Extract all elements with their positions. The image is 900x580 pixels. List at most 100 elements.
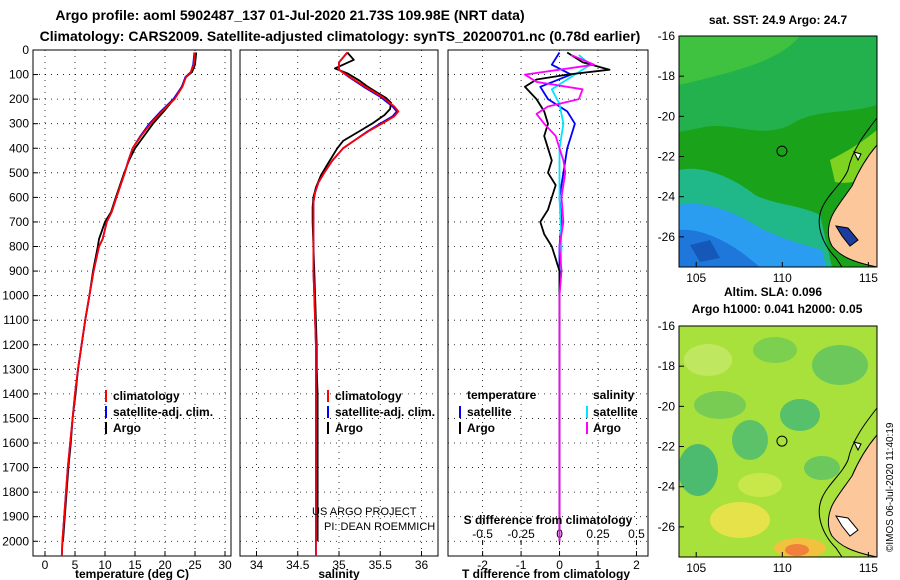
legend-argo-label: Argo xyxy=(335,421,363,435)
salinity-panel: 34 34.5 35 35.5 36 climatology satellite-adj… xyxy=(239,49,439,580)
map-x-tick-label: 110 xyxy=(773,271,792,285)
x-tick-label: 36 xyxy=(415,558,429,572)
x-tick-label: 34.5 xyxy=(286,558,310,572)
legend-salinity-heading: salinity xyxy=(593,388,635,402)
y-tick-label: 1900 xyxy=(2,510,29,524)
salinity-xlabel: salinity xyxy=(318,567,360,580)
map-y-tick-label: -24 xyxy=(658,480,676,494)
legend-argo-label: Argo xyxy=(113,421,141,435)
y-tick-label: 400 xyxy=(9,141,29,155)
map-x-tick-label: 115 xyxy=(859,561,878,575)
legend-temperature-heading: temperature xyxy=(467,388,537,402)
map-y-tick-label: -16 xyxy=(658,29,676,43)
legend-t-argo-label: Argo xyxy=(467,421,495,435)
x-tick-label: 1 xyxy=(595,558,602,572)
s-tick-label: -0.25 xyxy=(507,527,535,541)
imos-watermark: ©IMOS 06-Jul-2020 11:40:19 xyxy=(885,422,896,552)
sst-map-title: sat. SST: 24.9 Argo: 24.7 xyxy=(709,13,848,27)
x-tick-label: 35.5 xyxy=(369,558,393,572)
map-y-tick-label: -26 xyxy=(658,520,676,534)
y-tick-label: 1100 xyxy=(3,313,29,327)
x-tick-label: 15 xyxy=(128,558,142,572)
x-tick-label: -1 xyxy=(516,558,527,572)
map-x-tick-label: 115 xyxy=(859,271,878,285)
series-line-climatology xyxy=(312,51,400,556)
sla-map-frame xyxy=(678,325,878,558)
y-tick-label: 300 xyxy=(9,117,29,131)
legend-satellite-label: satellite-adj. clim. xyxy=(113,405,213,419)
map-y-tick-label: -22 xyxy=(658,150,676,164)
legend-s-satellite-label: satellite xyxy=(593,405,638,419)
x-tick-label: 2 xyxy=(633,558,640,572)
difference-xlabel: T difference from climatology xyxy=(462,567,630,580)
x-tick-label: 34 xyxy=(250,558,264,572)
x-tick-label: 0 xyxy=(556,558,563,572)
project-annotation-line1: US ARGO PROJECT xyxy=(312,506,417,518)
legend-satellite-label: satellite-adj. clim. xyxy=(335,405,435,419)
map-y-tick-label: -20 xyxy=(658,109,676,123)
legend-t-satellite-label: satellite xyxy=(467,405,512,419)
x-tick-label: 20 xyxy=(158,558,172,572)
map-x-tick-label: 105 xyxy=(686,271,706,285)
x-tick-label: 0 xyxy=(42,558,49,572)
map-y-tick-label: -24 xyxy=(658,190,676,204)
s-tick-label: 0.5 xyxy=(628,527,645,541)
series-line-climatology xyxy=(60,52,196,556)
temperature-panel-frame xyxy=(32,49,232,557)
x-tick-label: 5 xyxy=(72,558,79,572)
series-line-s-argo xyxy=(524,54,596,542)
map-y-tick-label: -18 xyxy=(658,359,676,373)
x-tick-label: -2 xyxy=(477,558,488,572)
title-line-1: Argo profile: aoml 5902487_137 01-Jul-20… xyxy=(55,7,524,23)
temperature-panel: 0100200300400500600700800900100011001200… xyxy=(2,43,232,580)
x-tick-label: 30 xyxy=(218,558,232,572)
map-x-tick-label: 110 xyxy=(773,561,792,575)
legend-s-argo-label: Argo xyxy=(593,421,621,435)
s-difference-label: S difference from climatology xyxy=(464,513,633,527)
sst-map-frame xyxy=(678,35,878,268)
legend-climatology-label: climatology xyxy=(335,389,402,403)
y-tick-label: 1400 xyxy=(2,387,29,401)
y-tick-label: 100 xyxy=(9,68,29,82)
y-tick-label: 1000 xyxy=(2,289,29,303)
y-tick-label: 0 xyxy=(22,43,29,57)
y-tick-label: 1200 xyxy=(2,338,29,352)
sla-map-title-line1: Altim. SLA: 0.096 xyxy=(724,285,822,299)
y-tick-label: 1300 xyxy=(2,362,29,376)
map-y-tick-label: -22 xyxy=(658,440,676,454)
salinity-legend: climatology satellite-adj. clim. Argo xyxy=(327,389,435,435)
x-tick-label: 35 xyxy=(332,558,346,572)
x-tick-label: 10 xyxy=(98,558,112,572)
map-y-tick-label: -18 xyxy=(658,69,676,83)
difference-panel-frame xyxy=(447,49,649,557)
y-tick-label: 200 xyxy=(9,92,29,106)
y-tick-label: 1800 xyxy=(2,485,29,499)
y-tick-label: 1700 xyxy=(2,461,29,475)
y-tick-label: 800 xyxy=(9,240,29,254)
sla-map: Altim. SLA: 0.096 Argo h1000: 0.041 h200… xyxy=(658,285,879,575)
map-x-tick-label: 105 xyxy=(686,561,706,575)
title-line-2: Climatology: CARS2009. Satellite-adjuste… xyxy=(40,28,641,44)
sla-map-title-line2: Argo h1000: 0.041 h2000: 0.05 xyxy=(692,302,863,316)
s-tick-label: 0.25 xyxy=(586,527,610,541)
temperature-xlabel: temperature (deg C) xyxy=(75,567,189,580)
map-y-tick-label: -16 xyxy=(658,319,676,333)
y-tick-label: 1600 xyxy=(2,436,29,450)
map-y-tick-label: -20 xyxy=(658,399,676,413)
y-tick-label: 500 xyxy=(9,166,29,180)
sla-argo-marker xyxy=(776,435,788,447)
y-tick-label: 900 xyxy=(9,264,29,278)
y-tick-label: 1500 xyxy=(2,411,29,425)
sst-argo-marker xyxy=(776,145,788,157)
y-tick-label: 700 xyxy=(9,215,29,229)
legend-climatology-label: climatology xyxy=(113,389,180,403)
project-annotation-line2: PI: DEAN ROEMMICH xyxy=(324,521,435,533)
difference-panel: -2 -1 0 1 2 -0.5 -0.25 0 0.25 0.5 temperature sa… xyxy=(447,49,649,580)
s-tick-label: -0.5 xyxy=(472,527,493,541)
difference-legend: temperature satellite Argo salinity sate… xyxy=(459,388,638,435)
sst-map: sat. SST: 24.9 Argo: 24.7 -16 -18 -20 -22 -2… xyxy=(658,13,879,285)
map-y-tick-label: -26 xyxy=(658,230,676,244)
y-tick-label: 600 xyxy=(9,190,29,204)
x-tick-label: 25 xyxy=(188,558,202,572)
